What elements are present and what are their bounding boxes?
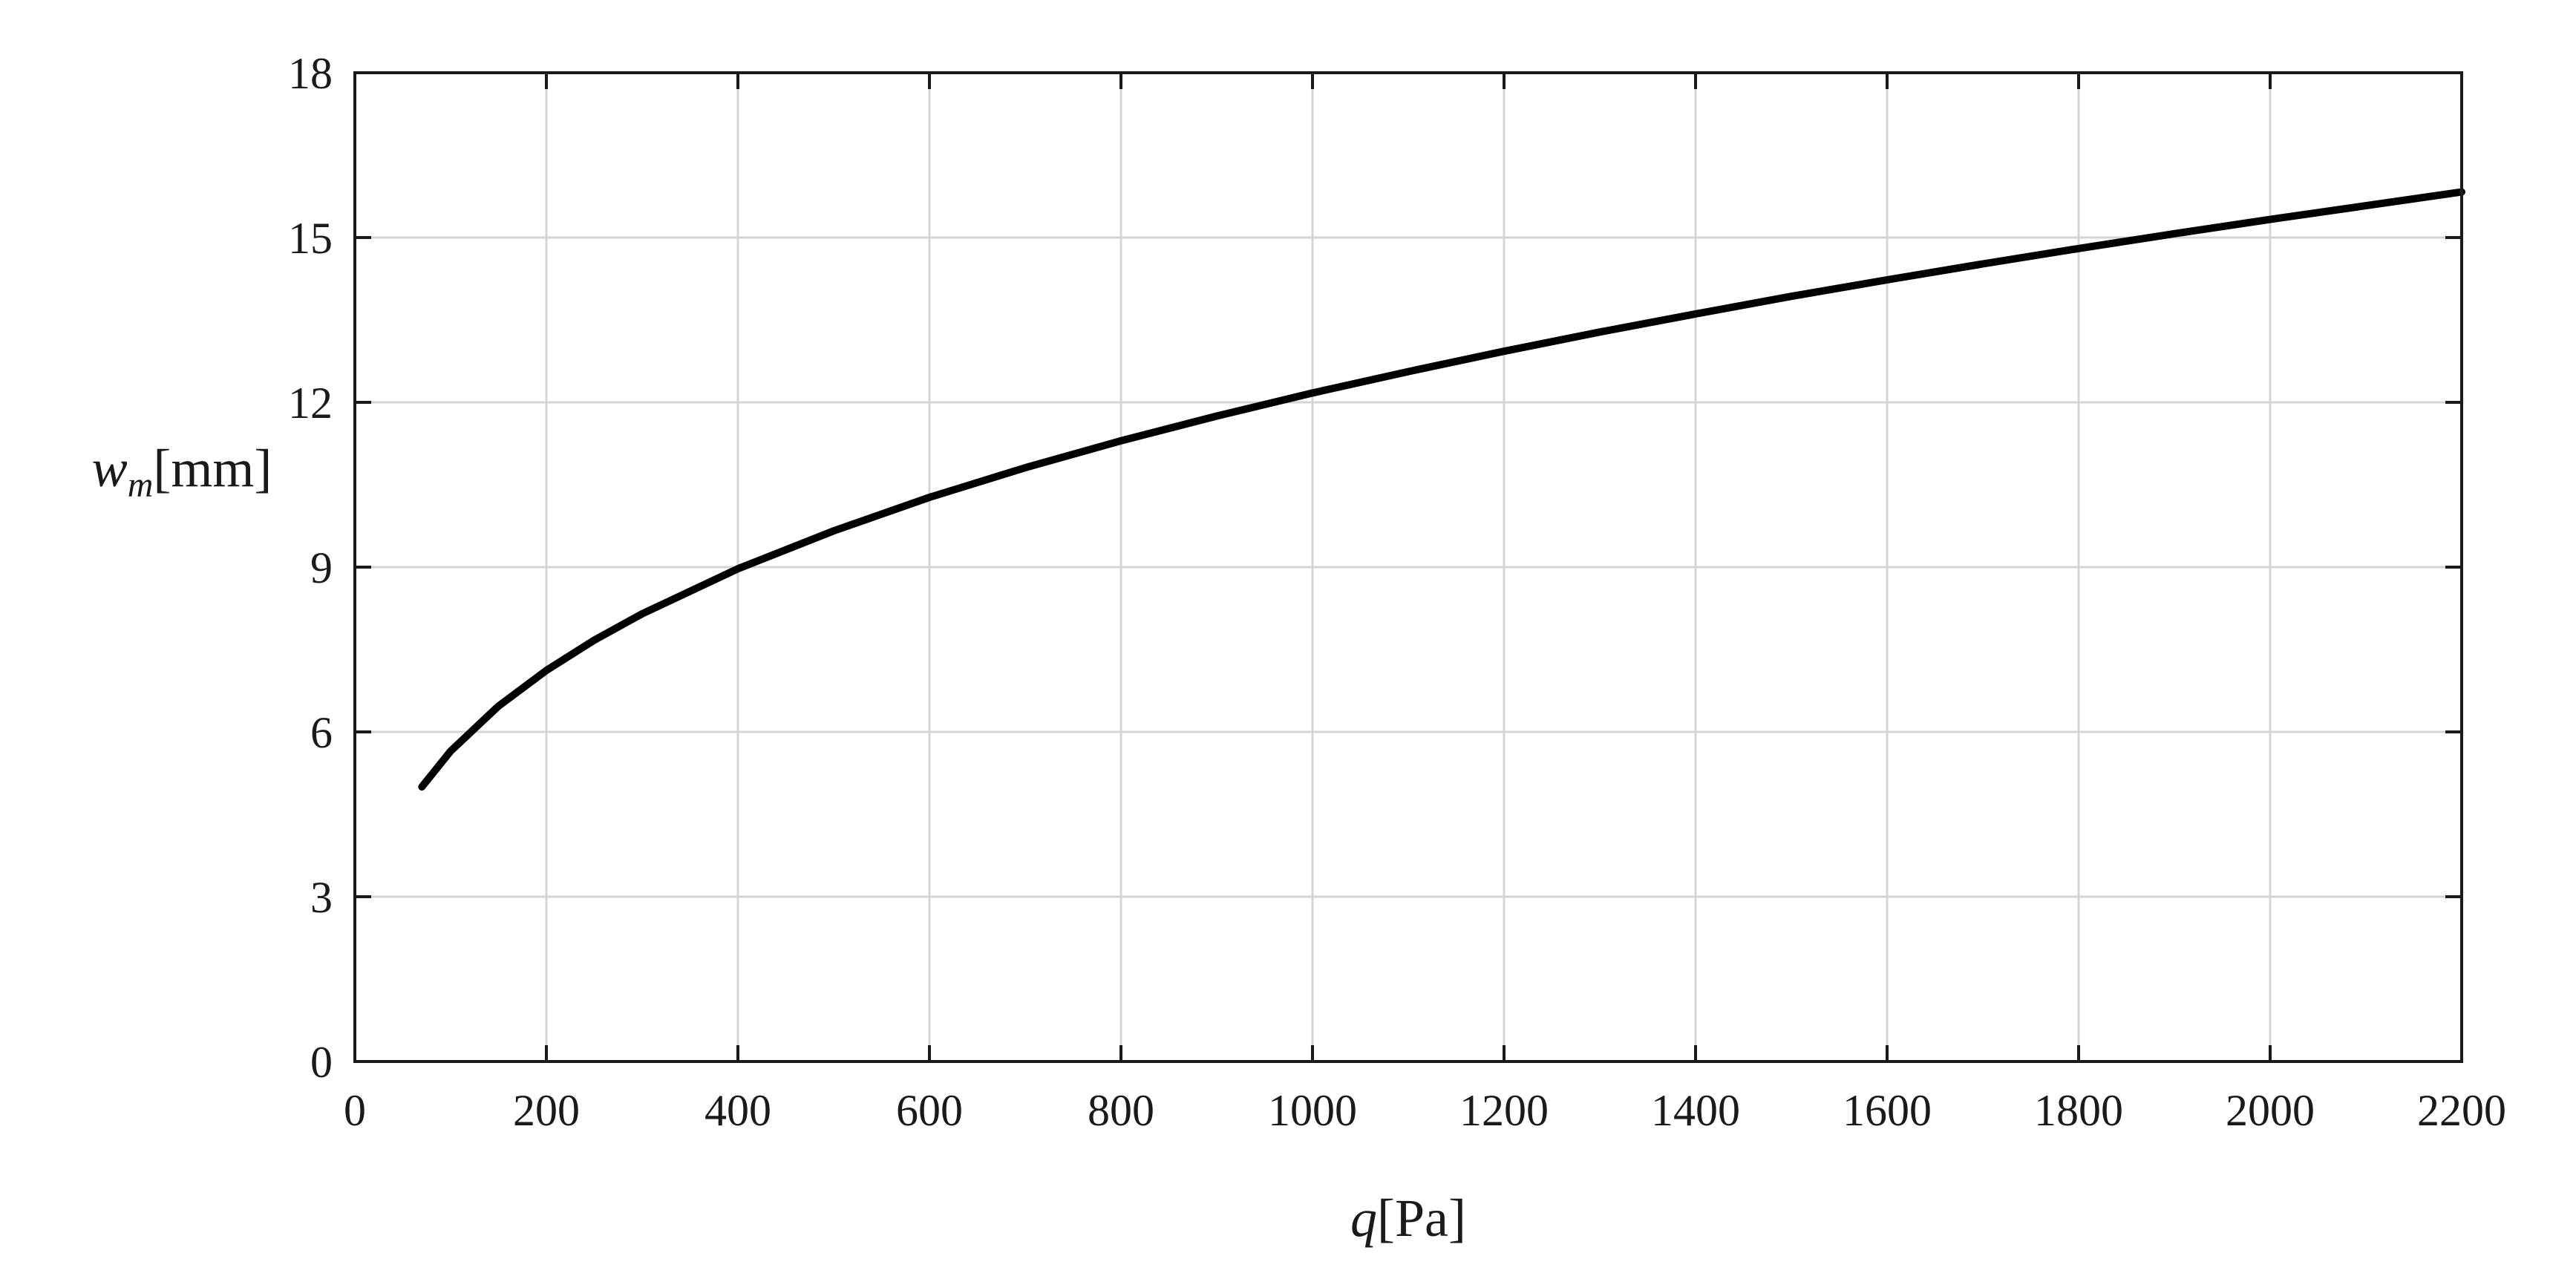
y-tick-label: 6 bbox=[310, 708, 333, 757]
y-axis-subscript: m bbox=[128, 465, 154, 505]
grid bbox=[355, 73, 2462, 1062]
x-tick-label: 0 bbox=[344, 1086, 366, 1135]
y-tick-label: 3 bbox=[310, 873, 333, 922]
x-tick-label: 1800 bbox=[2034, 1086, 2123, 1135]
series-line bbox=[418, 188, 2465, 791]
x-tick-label: 2000 bbox=[2226, 1086, 2315, 1135]
x-axis-title: q[Pa] bbox=[1350, 1188, 1466, 1248]
x-axis-symbol: q bbox=[1350, 1188, 1377, 1248]
x-tick-label: 800 bbox=[1088, 1086, 1154, 1135]
y-tick-label: 12 bbox=[288, 379, 333, 428]
tick-labels: 0 200 400 600 800 1000 1200 1400 1600 1800 2000 220… bbox=[288, 49, 2506, 1135]
y-axis-symbol: w bbox=[92, 439, 128, 498]
x-tick-label: 200 bbox=[513, 1086, 580, 1135]
y-tick-label: 15 bbox=[288, 214, 333, 263]
ticks bbox=[353, 71, 2463, 1063]
y-axis-unit: [mm] bbox=[153, 439, 272, 498]
series-layer bbox=[418, 188, 2465, 791]
y-tick-label: 18 bbox=[288, 49, 333, 98]
x-tick-label: 1600 bbox=[1843, 1086, 1932, 1135]
x-axis-unit: [Pa] bbox=[1377, 1188, 1466, 1248]
x-tick-label: 1000 bbox=[1268, 1086, 1357, 1135]
x-tick-label: 1400 bbox=[1651, 1086, 1740, 1135]
y-tick-label: 9 bbox=[310, 543, 333, 592]
x-tick-label: 2200 bbox=[2417, 1086, 2506, 1135]
x-tick-label: 600 bbox=[896, 1086, 963, 1135]
y-tick-label: 0 bbox=[310, 1038, 333, 1087]
x-tick-label: 400 bbox=[705, 1086, 771, 1135]
x-tick-label: 1200 bbox=[1459, 1086, 1549, 1135]
y-axis-title: wm[mm] bbox=[92, 439, 272, 505]
